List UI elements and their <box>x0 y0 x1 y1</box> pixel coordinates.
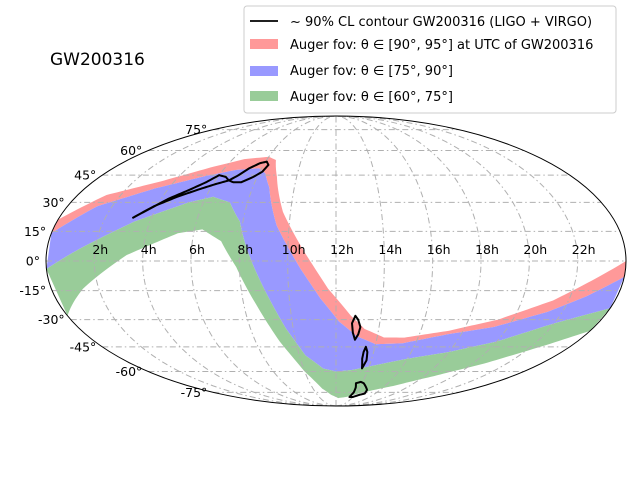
gw-contour-3 <box>348 380 368 399</box>
dec-tick-label-10: 75° <box>185 122 207 137</box>
dec-tick-label-6: 15° <box>24 224 46 239</box>
fov-band-2 <box>46 196 611 399</box>
ra-tick-label-5: 12h <box>330 242 354 257</box>
dec-tick-label-8: 45° <box>74 168 96 183</box>
gw-contour-1 <box>351 314 362 341</box>
legend-label-fov-75-90: Auger fov: θ ∈ [75°, 90°] <box>290 64 453 79</box>
ra-tick-labels: 2h 4h 6h 8h 10h 12h 14h 16h 18h 20h 22h <box>92 242 595 257</box>
legend: ~ 90% CL contour GW200316 (LIGO + VIRGO)… <box>243 5 617 114</box>
meridian-10 <box>335 116 579 406</box>
ra-tick-label-4: 10h <box>282 242 306 257</box>
dec-tick-label-0: -75° <box>181 385 208 400</box>
ra-tick-label-10: 22h <box>572 242 596 257</box>
legend-label-fov-60-75: Auger fov: θ ∈ [60°, 75°] <box>290 90 453 105</box>
chart-title: GW200316 <box>50 50 145 70</box>
meridian-2 <box>190 116 337 406</box>
ra-tick-label-9: 20h <box>523 242 547 257</box>
legend-key-fov-90-95 <box>250 39 278 49</box>
meridian-8 <box>335 116 482 406</box>
dec-tick-label-4: -15° <box>19 283 46 298</box>
legend-frame <box>243 5 617 114</box>
ra-tick-label-1: 4h <box>141 242 157 257</box>
meridian-7 <box>335 116 434 406</box>
dec-tick-label-2: -45° <box>70 339 97 354</box>
legend-key-fov-60-75 <box>250 91 278 101</box>
meridian-1 <box>142 116 337 406</box>
ra-tick-label-2: 6h <box>189 242 205 257</box>
dec-tick-label-9: 60° <box>120 143 142 158</box>
ra-tick-label-6: 14h <box>378 242 402 257</box>
ra-tick-label-0: 2h <box>92 242 108 257</box>
fov-bands <box>46 156 626 399</box>
dec-tick-label-3: -30° <box>38 312 65 327</box>
dec-tick-label-7: 30° <box>43 195 65 210</box>
projection-boundary <box>45 115 627 407</box>
dec-tick-label-5: 0° <box>26 254 40 269</box>
gw-contour-0 <box>132 160 270 219</box>
meridian-4 <box>287 116 337 406</box>
ra-tick-label-8: 18h <box>475 242 499 257</box>
ra-tick-label-3: 8h <box>237 242 253 257</box>
dec-tick-label-1: -60° <box>116 364 143 379</box>
legend-key-fov-75-90 <box>250 66 278 76</box>
fov-band-1 <box>46 168 625 372</box>
dec-tick-labels: -75° -60° -45° -30° -15° 0° 15° 30° 45° 60° 75° <box>19 122 207 400</box>
projection-grid <box>46 116 626 406</box>
fov-band-0 <box>51 156 626 345</box>
ra-tick-label-7: 16h <box>427 242 451 257</box>
gw-contour-2 <box>360 345 369 370</box>
gw-contours <box>132 160 369 399</box>
legend-label-fov-90-95: Auger fov: θ ∈ [90°, 95°] at UTC of GW20… <box>290 38 593 53</box>
legend-label-contour: ~ 90% CL contour GW200316 (LIGO + VIRGO) <box>290 15 592 30</box>
